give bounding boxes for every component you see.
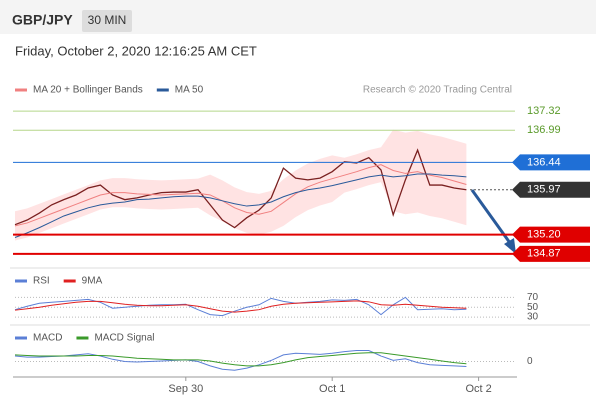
y-tick-label: 0 bbox=[527, 356, 533, 367]
level-label: 135.97 bbox=[527, 184, 561, 196]
legend-label: MA 50 bbox=[175, 85, 204, 96]
series-line bbox=[14, 296, 467, 317]
level-label: 135.20 bbox=[527, 229, 561, 241]
legend-label: MA 20 + Bollinger Bands bbox=[33, 85, 143, 96]
attribution: Research © 2020 Trading Central bbox=[363, 85, 512, 96]
level-box bbox=[512, 245, 590, 262]
legend-label: RSI bbox=[33, 276, 50, 287]
date: Friday, October 2, 2020 12:16:25 AM CET bbox=[15, 43, 257, 58]
level-label: 136.44 bbox=[527, 156, 561, 168]
legend-label: MACD Signal bbox=[94, 333, 154, 344]
y-tick-label: 70 bbox=[527, 292, 539, 303]
symbol: GBP/JPY bbox=[12, 12, 73, 28]
price-line bbox=[14, 148, 467, 229]
legend-label: MACD bbox=[33, 333, 62, 344]
legend-label: 9MA bbox=[82, 276, 103, 287]
level-box bbox=[512, 226, 590, 243]
series-line bbox=[14, 352, 467, 367]
series-line bbox=[14, 173, 467, 238]
level-label: 136.99 bbox=[527, 124, 561, 136]
series-line bbox=[14, 350, 467, 371]
series-line bbox=[14, 300, 467, 313]
level-label: 134.87 bbox=[527, 248, 561, 260]
level-box bbox=[512, 154, 590, 171]
x-tick-label: Oct 1 bbox=[319, 383, 345, 395]
forecast-arrowhead bbox=[504, 238, 516, 254]
y-tick-label: 50 bbox=[527, 302, 539, 313]
series-line bbox=[14, 164, 467, 227]
timeframe[interactable]: 30 MIN bbox=[88, 13, 127, 27]
level-box bbox=[512, 181, 590, 198]
timeframe-box[interactable] bbox=[82, 10, 132, 32]
x-tick-label: Sep 30 bbox=[168, 383, 203, 395]
x-tick-label: Oct 2 bbox=[465, 383, 491, 395]
bollinger-band bbox=[15, 129, 467, 241]
y-tick-label: 30 bbox=[527, 312, 539, 323]
level-label: 137.32 bbox=[527, 105, 561, 117]
